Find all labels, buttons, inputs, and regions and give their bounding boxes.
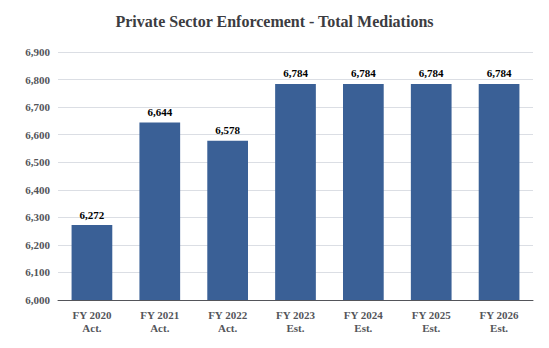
svg-text:6,600: 6,600 <box>25 129 50 141</box>
svg-text:Est.: Est. <box>422 322 440 334</box>
svg-text:Act.: Act. <box>82 322 101 334</box>
svg-text:FY 2026: FY 2026 <box>480 309 520 321</box>
svg-text:6,800: 6,800 <box>25 74 50 86</box>
svg-text:Act.: Act. <box>150 322 169 334</box>
svg-text:FY 2022: FY 2022 <box>208 309 248 321</box>
svg-text:FY 2020: FY 2020 <box>72 309 112 321</box>
svg-text:Est.: Est. <box>490 322 508 334</box>
svg-text:6,578: 6,578 <box>215 124 240 136</box>
svg-text:Private Sector Enforcement - T: Private Sector Enforcement - Total Media… <box>115 13 433 30</box>
svg-text:6,784: 6,784 <box>419 67 444 79</box>
svg-text:Act.: Act. <box>218 322 237 334</box>
svg-text:6,100: 6,100 <box>25 266 50 278</box>
svg-text:6,300: 6,300 <box>25 211 50 223</box>
svg-text:6,784: 6,784 <box>351 67 376 79</box>
svg-text:6,700: 6,700 <box>25 101 50 113</box>
svg-text:Est.: Est. <box>354 322 372 334</box>
svg-text:6,400: 6,400 <box>25 184 50 196</box>
svg-text:FY 2025: FY 2025 <box>412 309 452 321</box>
svg-text:6,000: 6,000 <box>25 294 50 306</box>
svg-text:6,900: 6,900 <box>25 46 50 58</box>
svg-text:6,200: 6,200 <box>25 239 50 251</box>
svg-text:FY 2024: FY 2024 <box>344 309 384 321</box>
svg-text:6,784: 6,784 <box>283 67 308 79</box>
svg-text:Est.: Est. <box>286 322 304 334</box>
svg-text:6,644: 6,644 <box>147 106 172 118</box>
svg-text:FY 2021: FY 2021 <box>140 309 179 321</box>
svg-text:6,272: 6,272 <box>80 209 105 221</box>
svg-text:FY 2023: FY 2023 <box>276 309 316 321</box>
svg-text:6,500: 6,500 <box>25 156 50 168</box>
svg-text:6,784: 6,784 <box>487 67 512 79</box>
